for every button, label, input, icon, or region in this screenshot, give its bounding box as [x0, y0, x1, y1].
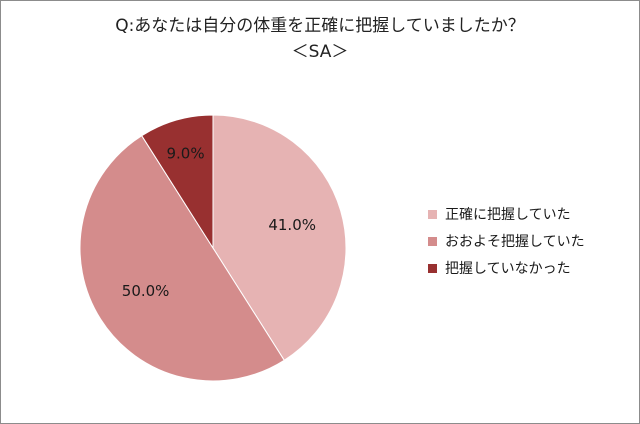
- legend-item: おおよそ把握していた: [428, 231, 585, 251]
- legend-swatch: [428, 263, 437, 273]
- legend-item: 把握していなかった: [428, 258, 585, 278]
- chart-title: Q:あなたは自分の体重を正確に把握していましたか？: [115, 16, 525, 36]
- pie-slice: [79, 135, 285, 382]
- pie-slices: [79, 114, 347, 382]
- pie-slice: [212, 114, 347, 361]
- legend-label: 正確に把握していた: [445, 207, 571, 223]
- legend-swatch: [428, 236, 437, 246]
- chart-subtitle: ＜SA＞: [291, 42, 349, 62]
- pie-value-label: 9.0%: [166, 144, 204, 162]
- pie-slice: [141, 114, 214, 250]
- pie-value-label: 41.0%: [268, 216, 316, 234]
- pie-value-labels: 41.0% 50.0% 9.0%: [122, 144, 316, 299]
- legend-label: 把握していなかった: [445, 261, 571, 277]
- legend-swatch: [428, 209, 437, 219]
- legend-item: 正確に把握していた: [428, 204, 585, 224]
- legend: 正確に把握していた おおよそ把握していた 把握していなかった: [428, 204, 585, 285]
- legend-label: おおよそ把握していた: [445, 234, 585, 250]
- pie-value-label: 50.0%: [122, 282, 170, 300]
